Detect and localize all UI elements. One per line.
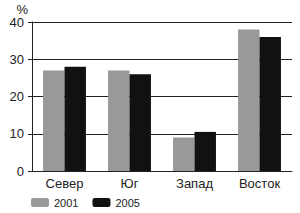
svg-text:30: 30 [10,52,24,67]
svg-text:2005: 2005 [115,197,139,209]
svg-text:2001: 2001 [54,197,78,209]
svg-text:10: 10 [10,126,24,141]
svg-text:20: 20 [10,89,24,104]
svg-text:40: 40 [10,15,24,30]
svg-text:Восток: Восток [239,176,280,191]
svg-text:Север: Север [46,176,84,191]
svg-text:Запад: Запад [176,176,213,191]
svg-text:0: 0 [17,164,24,179]
svg-text:Юг: Юг [121,176,139,191]
